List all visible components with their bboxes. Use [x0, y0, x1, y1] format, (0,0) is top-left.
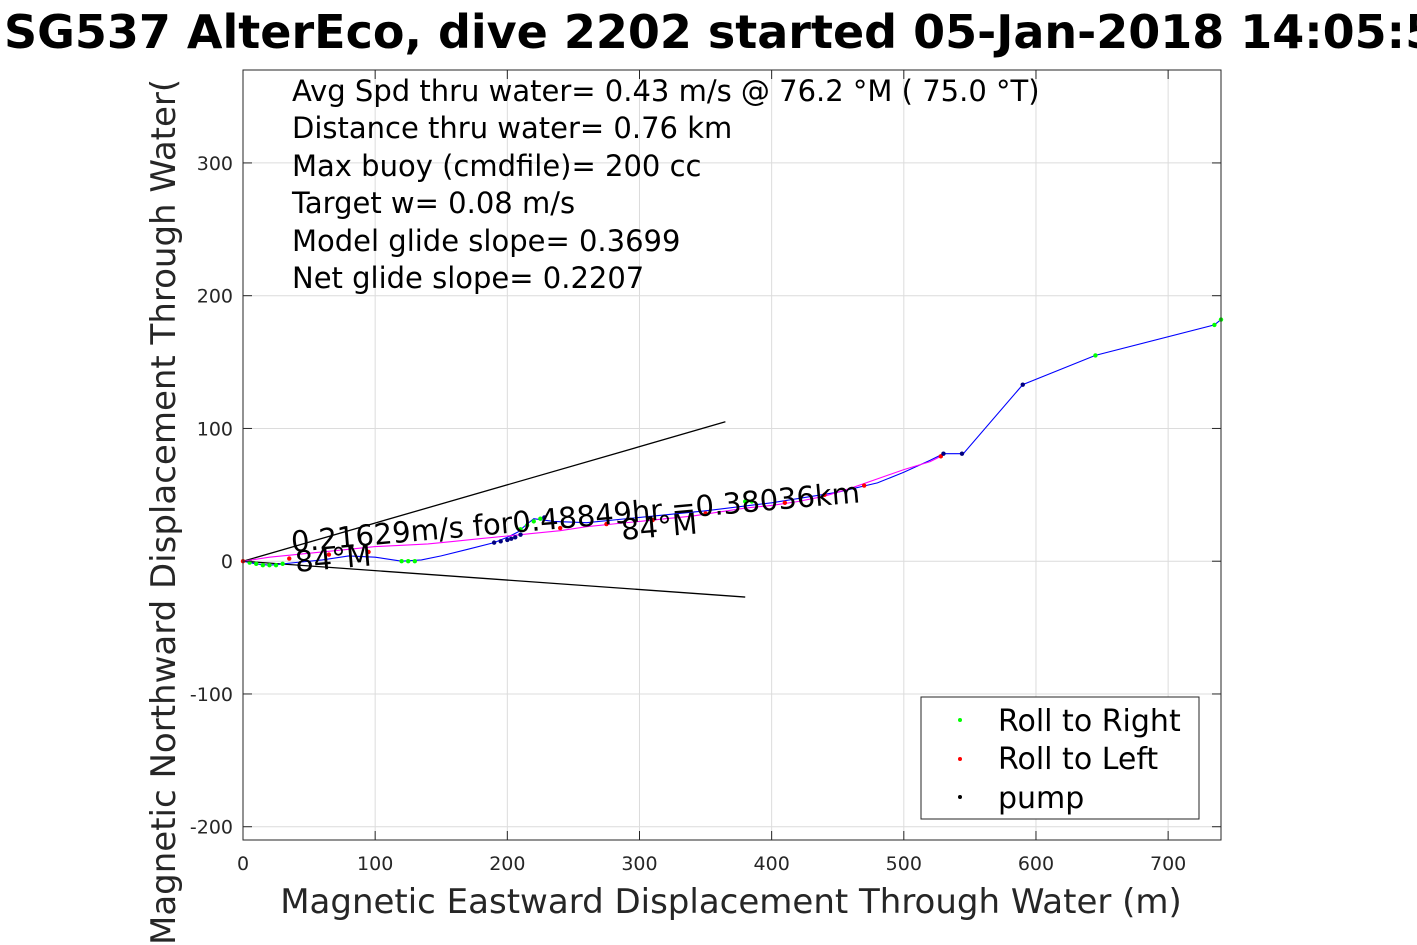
point-roll-to-right	[280, 561, 285, 567]
point-roll-to-left	[861, 483, 867, 488]
chart-title: SG537 AlterEco, dive 2202 started 05-Jan…	[4, 5, 1417, 59]
point-pump	[1020, 382, 1025, 387]
heading-guide-line	[242, 560, 746, 598]
y-tick-label: 300	[197, 153, 233, 175]
point-roll-to-right	[538, 516, 543, 521]
legend-marker-pump	[958, 795, 962, 799]
info-model-glide-slope: Model glide slope= 0.3699	[292, 224, 680, 258]
heading-annotation-2: 84°M	[620, 506, 699, 547]
point-roll-to-right	[749, 499, 755, 504]
point-roll-to-right	[1212, 322, 1217, 328]
point-roll-to-right	[1093, 353, 1098, 358]
point-roll-to-left	[557, 525, 563, 531]
point-roll-to-left	[326, 552, 332, 557]
point-roll-to-right	[399, 559, 404, 564]
point-roll-to-right	[412, 559, 418, 564]
point-roll-to-left	[782, 500, 788, 505]
point-roll-to-right	[518, 527, 523, 532]
x-tick-label: 300	[621, 853, 657, 875]
point-pump	[542, 515, 547, 520]
info-max-buoy: Max buoy (cmdfile)= 200 cc	[292, 149, 701, 183]
point-roll-to-left	[822, 492, 827, 498]
info-avg-speed: Avg Spd thru water= 0.43 m/s @ 76.2 °M (…	[292, 74, 1040, 108]
point-pump	[491, 540, 497, 545]
point-pump	[941, 451, 946, 456]
point-roll-to-left	[366, 549, 371, 555]
legend: Roll to Right Roll to Left pump	[920, 696, 1200, 820]
y-tick-label: -100	[190, 684, 233, 706]
heading-guide-line	[242, 421, 726, 562]
x-tick-label: 100	[357, 853, 393, 875]
series-markers	[240, 317, 1224, 568]
x-tick-label: 200	[489, 853, 525, 875]
x-axis-label: Magnetic Eastward Displacement Through W…	[280, 882, 1182, 922]
legend-marker-roll-left	[958, 757, 962, 761]
x-tick-label: 400	[754, 853, 790, 875]
x-tick-label: 600	[1018, 853, 1054, 875]
plot-area-frame	[242, 69, 1222, 841]
heading-annotation-1: 84°M	[294, 538, 373, 579]
point-roll-to-left	[703, 511, 708, 516]
legend-label-pump: pump	[998, 781, 1084, 816]
legend-marker-roll-right	[958, 718, 962, 722]
point-roll-to-right	[267, 562, 272, 568]
point-roll-to-right	[406, 559, 411, 564]
y-tick-label: -200	[190, 817, 233, 839]
guide-lines	[242, 421, 746, 598]
info-distance: Distance thru water= 0.76 km	[292, 111, 732, 145]
x-tick-label: 0	[237, 853, 249, 875]
point-roll-to-right	[531, 519, 536, 524]
legend-label-roll-right: Roll to Right	[998, 704, 1181, 739]
point-pump	[959, 451, 965, 456]
info-target-w: Target w= 0.08 m/s	[291, 186, 575, 220]
info-block: Avg Spd thru water= 0.43 m/s @ 76.2 °M (…	[291, 74, 1040, 295]
point-roll-to-right	[254, 561, 259, 567]
y-tick-label: 0	[221, 551, 233, 573]
info-net-glide-slope: Net glide slope= 0.2207	[292, 261, 644, 295]
point-pump	[513, 535, 518, 540]
point-roll-to-left	[604, 521, 609, 527]
point-roll-to-left	[287, 556, 292, 561]
x-tick-label: 700	[1150, 853, 1186, 875]
y-tick-label: 100	[197, 418, 233, 440]
point-pump	[505, 537, 510, 543]
x-tick-label: 500	[886, 853, 922, 875]
y-tick-label: 200	[197, 286, 233, 308]
axis-ticks: 0 100 200 300 400 500 600 700 -200 -100 0 100 200 300	[190, 70, 1221, 875]
point-roll-to-right	[260, 562, 266, 568]
point-roll-to-right	[524, 523, 530, 528]
point-pump	[498, 539, 503, 544]
y-axis-label: Magnetic Northward Displacement Through …	[144, 79, 184, 945]
point-pump	[509, 536, 514, 541]
point-roll-to-left	[650, 517, 655, 523]
legend-box	[920, 696, 1200, 820]
legend-label-roll-left: Roll to Left	[998, 742, 1158, 777]
series-line-ascent-track	[242, 454, 944, 562]
point-roll-to-right	[743, 499, 748, 504]
point-pump	[518, 532, 523, 537]
point-roll-to-right	[273, 562, 279, 568]
